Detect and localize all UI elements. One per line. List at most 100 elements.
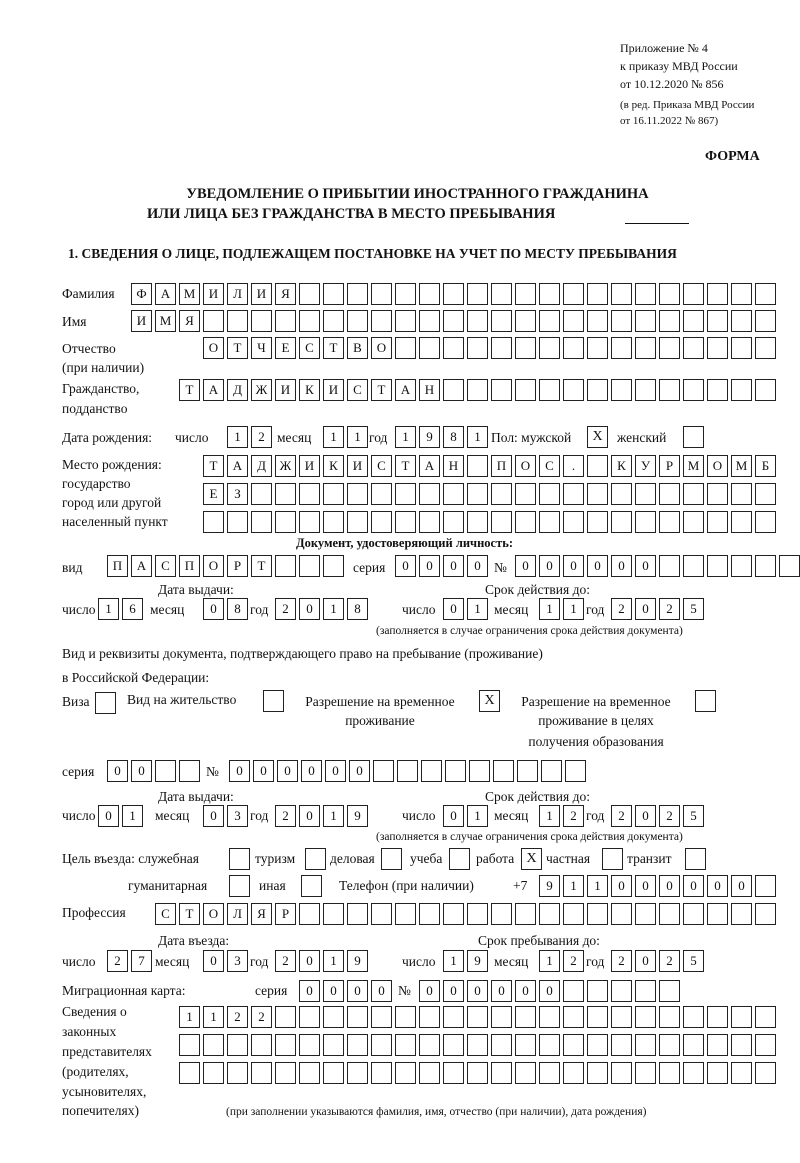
profession-cell[interactable] xyxy=(299,903,320,925)
birth-place-3-cell[interactable] xyxy=(563,511,584,533)
reps-3-cell[interactable] xyxy=(227,1062,248,1084)
id-kind-cell[interactable]: Р xyxy=(227,555,248,577)
reps-2-cell[interactable] xyxy=(659,1034,680,1056)
reps-2-cell[interactable] xyxy=(707,1034,728,1056)
profession-cell[interactable] xyxy=(419,903,440,925)
birth-place-2-cell[interactable] xyxy=(443,483,464,505)
reps-1-cell[interactable]: 2 xyxy=(227,1006,248,1028)
permit-valid-year-cell[interactable]: 2 xyxy=(611,805,632,827)
patronymic-cell[interactable]: Т xyxy=(227,337,248,359)
birth-place-2-cell[interactable] xyxy=(371,483,392,505)
reps-3-cell[interactable] xyxy=(323,1062,344,1084)
reps-1-cell[interactable] xyxy=(395,1006,416,1028)
patronymic-cell[interactable] xyxy=(563,337,584,359)
reps-2-cell[interactable] xyxy=(755,1034,776,1056)
reps-3-cell[interactable] xyxy=(587,1062,608,1084)
entry-year-cell[interactable]: 0 xyxy=(299,950,320,972)
name-cell[interactable] xyxy=(491,310,512,332)
purpose-transit-checkbox[interactable] xyxy=(685,848,706,870)
mc-number-cell[interactable] xyxy=(635,980,656,1002)
reps-1-cell[interactable] xyxy=(299,1006,320,1028)
entry-year-cell[interactable]: 9 xyxy=(347,950,368,972)
name-cell[interactable] xyxy=(659,310,680,332)
id-issue-year-cell[interactable]: 0 xyxy=(299,598,320,620)
citizenship-cell[interactable] xyxy=(707,379,728,401)
reps-2-cell[interactable] xyxy=(515,1034,536,1056)
reps-2-cell[interactable] xyxy=(323,1034,344,1056)
birth-place-2-cell[interactable] xyxy=(467,483,488,505)
patronymic-cell[interactable] xyxy=(587,337,608,359)
citizenship-cell[interactable] xyxy=(587,379,608,401)
birth-place-2-cell[interactable] xyxy=(539,483,560,505)
reps-2-cell[interactable] xyxy=(347,1034,368,1056)
name-cell[interactable] xyxy=(635,310,656,332)
profession-cell[interactable] xyxy=(323,903,344,925)
profession-cell[interactable] xyxy=(539,903,560,925)
reps-1-cell[interactable] xyxy=(707,1006,728,1028)
patronymic-cell[interactable] xyxy=(755,337,776,359)
patronymic-cell[interactable]: Т xyxy=(323,337,344,359)
reps-2-cell[interactable] xyxy=(563,1034,584,1056)
birth-place-3-cell[interactable] xyxy=(251,511,272,533)
birth-place-1-cell[interactable]: Р xyxy=(659,455,680,477)
birth-place-1-cell[interactable]: С xyxy=(539,455,560,477)
birth-place-3-cell[interactable] xyxy=(203,511,224,533)
profession-cell[interactable] xyxy=(395,903,416,925)
patronymic-cell[interactable] xyxy=(683,337,704,359)
stay-year-cell[interactable]: 0 xyxy=(635,950,656,972)
permit-number-cell[interactable] xyxy=(565,760,586,782)
name-cell[interactable] xyxy=(227,310,248,332)
surname-cell[interactable] xyxy=(443,283,464,305)
surname-cell[interactable] xyxy=(611,283,632,305)
birth-place-3-cell[interactable] xyxy=(275,511,296,533)
name-cell[interactable] xyxy=(347,310,368,332)
reps-3-cell[interactable] xyxy=(563,1062,584,1084)
surname-cell[interactable] xyxy=(395,283,416,305)
id-number-cell[interactable]: 0 xyxy=(515,555,536,577)
birth-place-3-cell[interactable] xyxy=(707,511,728,533)
citizenship-cell[interactable]: Н xyxy=(419,379,440,401)
citizenship-cell[interactable] xyxy=(443,379,464,401)
permit-issue-day-cell[interactable]: 0 xyxy=(98,805,119,827)
reps-2-cell[interactable] xyxy=(635,1034,656,1056)
permit-series-cell[interactable]: 0 xyxy=(107,760,128,782)
id-number-cell[interactable] xyxy=(707,555,728,577)
permit-issue-day-cell[interactable]: 1 xyxy=(122,805,143,827)
reps-2-cell[interactable] xyxy=(251,1034,272,1056)
surname-cell[interactable] xyxy=(587,283,608,305)
id-issue-month-cell[interactable]: 8 xyxy=(227,598,248,620)
mc-number-cell[interactable] xyxy=(611,980,632,1002)
birth-place-1-cell[interactable]: П xyxy=(491,455,512,477)
id-issue-year-cell[interactable]: 1 xyxy=(323,598,344,620)
birth-day-cell[interactable]: 2 xyxy=(251,426,272,448)
birth-place-1-cell[interactable]: К xyxy=(323,455,344,477)
id-number-cell[interactable]: 0 xyxy=(635,555,656,577)
birth-day-cell[interactable]: 1 xyxy=(227,426,248,448)
birth-place-2-cell[interactable] xyxy=(419,483,440,505)
reps-2-cell[interactable] xyxy=(539,1034,560,1056)
permit-number-cell[interactable] xyxy=(373,760,394,782)
name-cell[interactable] xyxy=(707,310,728,332)
patronymic-cell[interactable]: Ч xyxy=(251,337,272,359)
profession-cell[interactable] xyxy=(683,903,704,925)
mc-series-cell[interactable]: 0 xyxy=(323,980,344,1002)
patronymic-cell[interactable] xyxy=(659,337,680,359)
surname-cell[interactable] xyxy=(515,283,536,305)
birth-place-3-cell[interactable] xyxy=(299,511,320,533)
birth-month-cell[interactable]: 1 xyxy=(347,426,368,448)
mc-series-cell[interactable]: 0 xyxy=(299,980,320,1002)
entry-year-cell[interactable]: 2 xyxy=(275,950,296,972)
permit-number-cell[interactable] xyxy=(493,760,514,782)
reps-2-cell[interactable] xyxy=(203,1034,224,1056)
patronymic-cell[interactable] xyxy=(395,337,416,359)
purpose-work-checkbox[interactable]: X xyxy=(521,848,542,870)
birth-place-2-cell[interactable] xyxy=(299,483,320,505)
surname-cell[interactable] xyxy=(539,283,560,305)
birth-place-2-cell[interactable]: Е xyxy=(203,483,224,505)
reps-3-cell[interactable] xyxy=(299,1062,320,1084)
purpose-study-checkbox[interactable] xyxy=(449,848,470,870)
permit-valid-day-cell[interactable]: 1 xyxy=(467,805,488,827)
birth-place-1-cell[interactable]: К xyxy=(611,455,632,477)
permit-valid-year-cell[interactable]: 2 xyxy=(659,805,680,827)
name-cell[interactable] xyxy=(395,310,416,332)
